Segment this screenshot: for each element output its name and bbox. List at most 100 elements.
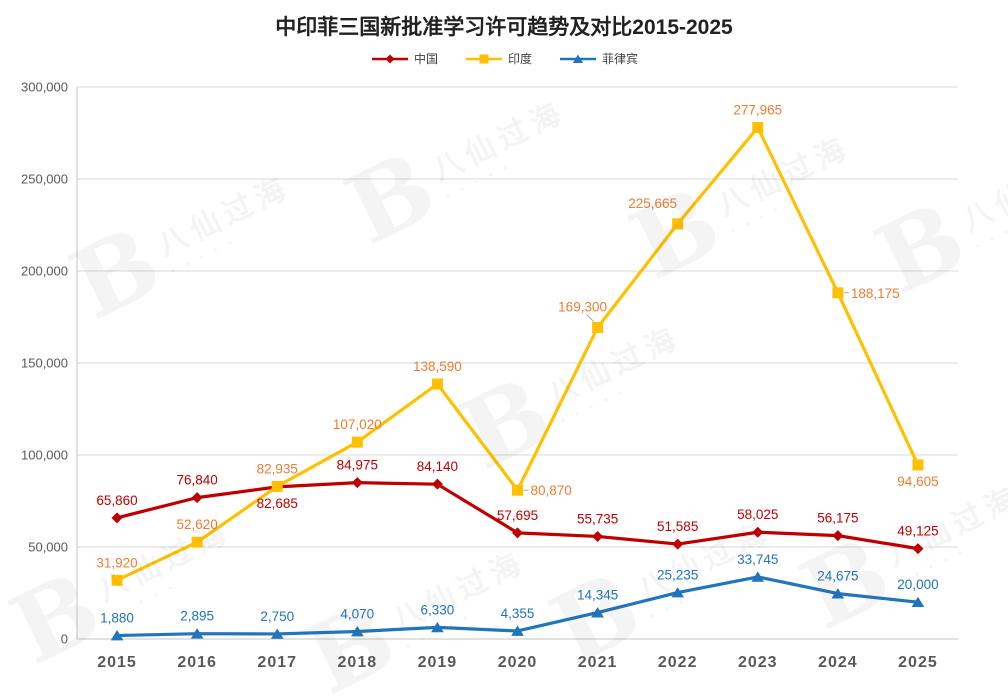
triangle-marker-icon	[431, 621, 444, 633]
diamond-marker-icon	[672, 538, 684, 550]
diamond-marker-icon	[431, 478, 443, 490]
square-marker-icon	[271, 480, 283, 492]
gridlines	[76, 86, 958, 640]
data-label: 277,965	[733, 103, 782, 118]
square-marker-icon	[351, 436, 363, 448]
legend-marker-icon	[465, 54, 502, 63]
data-label: 1,880	[100, 611, 134, 626]
square-marker-icon	[752, 122, 764, 134]
series-line-1	[111, 122, 924, 586]
data-label: 225,665	[628, 196, 677, 211]
legend-label: 印度	[507, 52, 532, 66]
y-tick-label: 200,000	[21, 264, 68, 279]
triangle-marker-icon	[572, 54, 584, 63]
diamond-marker-icon	[351, 477, 363, 489]
x-tick-label: 2021	[578, 654, 618, 671]
square-marker-icon	[191, 536, 203, 548]
data-label: 169,300	[558, 299, 607, 314]
legend-label: 菲律宾	[602, 52, 639, 66]
legend-item-0[interactable]: 中国	[370, 50, 438, 67]
data-label: 2,750	[260, 609, 294, 624]
y-tick-label: 100,000	[21, 448, 68, 463]
data-label: 65,860	[96, 493, 137, 508]
series-labels-2: 1,880 2,895 2,750 4,070 6,330 4,355 14,345 25,2…	[100, 552, 938, 626]
x-tick-label: 2016	[177, 654, 217, 671]
x-tick-label: 2024	[818, 654, 858, 671]
triangle-marker-icon	[270, 628, 284, 639]
y-tick-label: 0	[61, 632, 68, 647]
triangle-marker-icon	[350, 626, 364, 637]
data-label: 20,000	[897, 577, 938, 592]
square-marker-icon	[111, 574, 123, 586]
series-labels-0: 65,860 76,840 82,685 84,975 84,140 57,695 55,7…	[96, 458, 938, 539]
triangle-marker-icon	[110, 630, 124, 641]
data-label: 4,070	[340, 607, 374, 622]
legend-marker-icon	[560, 54, 596, 63]
data-label: 58,025	[737, 507, 778, 522]
square-marker-icon	[592, 321, 604, 333]
diamond-marker-icon	[111, 512, 123, 524]
diamond-marker-icon	[191, 492, 203, 504]
legend-item-1[interactable]: 印度	[464, 50, 532, 67]
data-label: 51,585	[657, 519, 698, 534]
data-label: 76,840	[176, 473, 217, 488]
x-tick-label: 2020	[498, 654, 538, 671]
diamond-marker-icon	[912, 543, 924, 555]
data-label: 49,125	[897, 524, 938, 539]
x-tick-label: 2019	[418, 654, 458, 671]
data-label: 4,355	[501, 606, 535, 621]
square-marker-icon	[912, 459, 924, 471]
square-marker-icon	[512, 484, 523, 496]
series-line-2	[110, 571, 925, 641]
square-marker-icon	[832, 287, 844, 299]
legend-label: 中国	[413, 52, 438, 66]
data-label: 56,175	[817, 511, 858, 526]
triangle-marker-icon	[831, 588, 845, 599]
diamond-marker-icon	[752, 526, 764, 538]
y-tick-label: 300,000	[21, 80, 68, 95]
data-label: 14,345	[577, 588, 618, 603]
x-axis-labels: 2015 2016 2017 2018 2019 2020 2021 2022 2023 2024…	[97, 654, 937, 671]
label-leader-line	[586, 314, 594, 322]
x-tick-label: 2015	[97, 654, 137, 671]
data-label: 82,935	[257, 461, 298, 476]
y-tick-label: 150,000	[21, 356, 68, 371]
triangle-marker-icon	[591, 607, 604, 618]
triangle-marker-icon	[911, 596, 925, 608]
data-label: 6,330	[421, 602, 455, 617]
data-label: 33,745	[737, 552, 778, 567]
square-marker-icon	[479, 54, 489, 63]
y-tick-label: 50,000	[28, 540, 68, 555]
data-label: 84,140	[417, 459, 458, 474]
data-label: 94,605	[897, 474, 938, 489]
data-label: 82,685	[257, 496, 298, 511]
x-tick-label: 2023	[738, 654, 778, 671]
triangle-marker-icon	[671, 587, 685, 598]
data-label: 84,975	[337, 458, 378, 473]
x-tick-label: 2018	[338, 654, 378, 671]
data-label: 107,020	[333, 417, 382, 432]
data-label: 24,675	[817, 569, 858, 584]
data-label: 25,235	[657, 568, 698, 583]
chart-title: 中印菲三国新批准学习许可趋势及对比2015-2025	[275, 16, 733, 39]
y-axis-labels: 0 50,000 100,000 150,000 200,000 250,000 300,0…	[21, 80, 68, 647]
triangle-marker-icon	[511, 625, 524, 636]
data-label: 138,590	[413, 359, 462, 374]
data-label: 55,735	[577, 511, 618, 526]
diamond-marker-icon	[592, 530, 604, 542]
diamond-marker-icon	[385, 54, 395, 63]
data-label: 80,870	[531, 483, 572, 498]
triangle-marker-icon	[190, 628, 204, 639]
legend-item-2[interactable]: 菲律宾	[558, 50, 638, 67]
data-label: 52,620	[176, 517, 217, 532]
data-label: 57,695	[497, 508, 538, 523]
series-labels-1: 31,920 52,620 82,935 107,020 138,590 80,870 16…	[96, 103, 938, 571]
square-marker-icon	[672, 218, 684, 230]
triangle-marker-icon	[751, 571, 765, 582]
x-tick-label: 2017	[257, 654, 297, 671]
data-label: 31,920	[96, 555, 137, 570]
square-marker-icon	[431, 378, 443, 390]
chart-legend: 中国 印度 菲律宾	[0, 50, 1008, 67]
